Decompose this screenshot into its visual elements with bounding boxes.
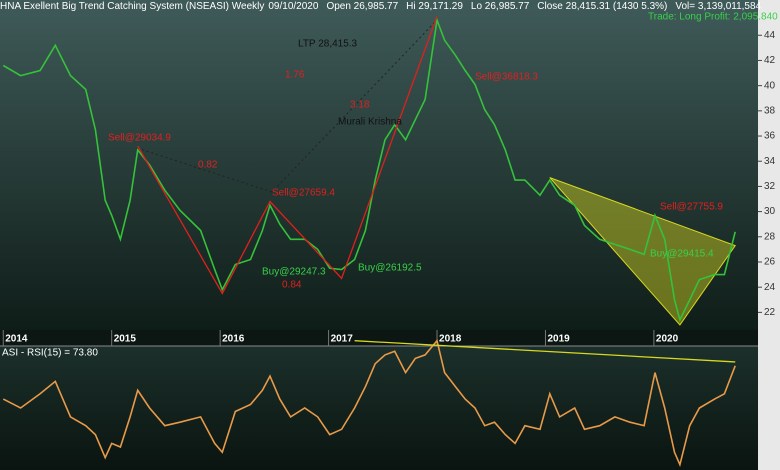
header-field: 09/10/2020	[268, 1, 318, 12]
annotation: Sell@36818.3	[475, 72, 538, 83]
annotation: 0.84	[282, 280, 302, 291]
annotation: Sell@29034.9	[108, 133, 171, 144]
header: HNA Exellent Big Trend Catching System (…	[0, 1, 762, 12]
x-tick-label: 2017	[331, 334, 354, 345]
y-tick-label: 34	[764, 156, 776, 167]
x-tick-label: 2019	[547, 334, 570, 345]
triangle-pattern	[549, 177, 737, 326]
y-tick-label: 32	[764, 181, 776, 192]
fib-line	[221, 269, 343, 293]
header-text: HNA Exellent Big Trend Catching System (…	[0, 1, 762, 12]
y-tick-label: 36	[764, 131, 776, 142]
zigzag	[137, 16, 438, 295]
trendline	[354, 340, 736, 363]
x-tick-label: 2018	[439, 334, 462, 345]
x-tick-label: 2014	[5, 334, 28, 345]
rsi-pane	[0, 346, 758, 470]
y-tick-label: 44	[764, 30, 776, 41]
annotation: Buy@29247.3	[262, 267, 326, 278]
annotation: 1.76	[285, 70, 305, 81]
y-tick-label: 40	[764, 80, 776, 91]
y-axis-strip	[758, 0, 780, 470]
y-tick-label: 30	[764, 206, 776, 217]
annotation: 0.82	[198, 160, 218, 171]
annotation: Buy@29415.4	[650, 249, 714, 260]
annotation: LTP 28,415.3	[298, 39, 358, 50]
y-tick-label: 28	[764, 231, 776, 242]
annotation: Sell@27755.9	[660, 202, 723, 213]
y-tick-label: 22	[764, 307, 776, 318]
y-tick-label: 38	[764, 105, 776, 116]
annotation: Trade: Long Profit: 2,095.840	[648, 12, 778, 23]
y-tick-label: 26	[764, 257, 776, 268]
fib-line	[136, 19, 438, 193]
annotation: 3.18	[350, 100, 370, 111]
annotation: Sell@27659.4	[272, 188, 335, 199]
y-tick-label: 24	[764, 282, 776, 293]
annotation: Murali Krishna	[338, 117, 402, 128]
x-tick-label: 2016	[222, 334, 245, 345]
price-line	[2, 17, 736, 323]
header-field: Open 26,985.77	[326, 1, 398, 12]
header-field: Hi 29,171.29	[406, 1, 463, 12]
annotation: Buy@26192.5	[358, 263, 422, 274]
rsi-title: ASI - RSI(15) = 73.80	[2, 348, 98, 359]
x-tick-label: 2020	[656, 334, 679, 345]
header-field: Vol= 3,139,011,584	[675, 1, 761, 12]
header-field: HNA Exellent Big Trend Catching System (…	[0, 1, 264, 12]
x-axis-strip	[0, 330, 758, 346]
header-field: Close 28,415.31 (1430 5.3%)	[537, 1, 667, 12]
price-line	[2, 338, 736, 468]
y-tick-label: 42	[764, 55, 776, 66]
header-field: Lo 26,985.77	[471, 1, 530, 12]
x-tick-label: 2015	[114, 334, 137, 345]
